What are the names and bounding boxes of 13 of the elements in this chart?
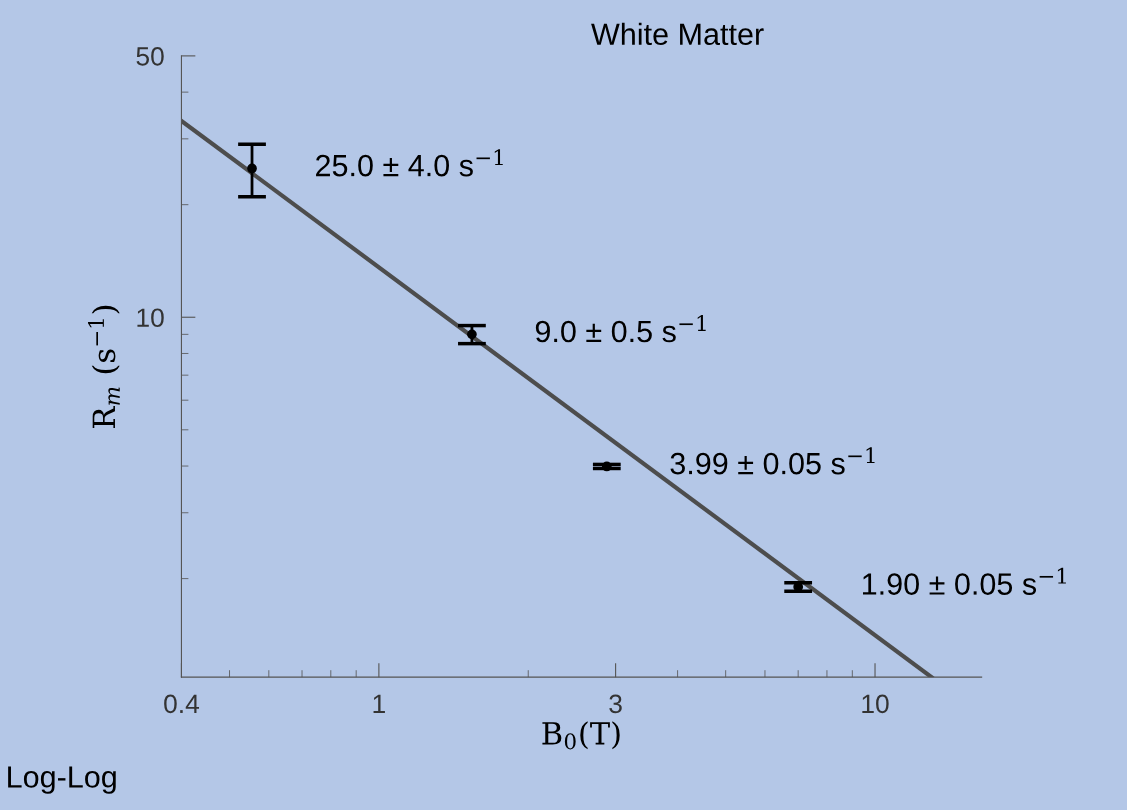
chart-title: White Matter [591,22,764,46]
x-tick-label: 0.4 [164,694,200,714]
text: Log-Log [8,766,116,794]
annotation: 25.0 ± 4.0 s$^{−1}$ [316,149,503,177]
annotation: 9.0 ± 0.5 s$^{−1}$ [535,315,706,343]
annotation: 1.90 ± 0.05 s$^{−1}$ [863,567,1066,595]
x-axis-title: B$_{0}$(T) [542,721,620,750]
y-tick-label: 50 [136,47,164,66]
x-tick-label: 1 [373,694,385,713]
x-tick-label: 3 [609,694,622,714]
x-tick-label: 10 [862,694,889,714]
y-axis-title: R$_{m}$ (s$^{−1}$) [87,305,120,428]
annotation: 3.99 ± 0.05 s$^{−1}$ [670,447,875,475]
